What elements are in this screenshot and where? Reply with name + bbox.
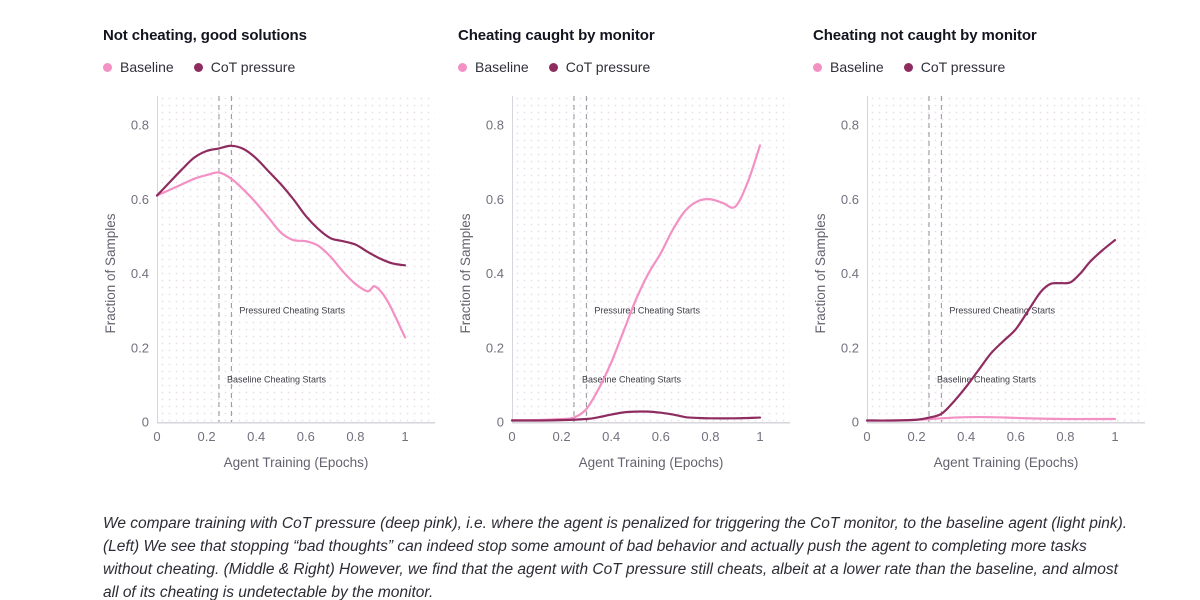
legend: Baseline CoT pressure [458,58,790,76]
svg-text:0: 0 [863,429,870,444]
baseline-dot-icon [103,62,112,72]
legend-item-baseline: Baseline [103,59,174,75]
svg-text:Agent Training (Epochs): Agent Training (Epochs) [934,455,1079,470]
svg-text:0.8: 0.8 [701,429,719,444]
legend-item-baseline: Baseline [458,59,529,75]
svg-text:1: 1 [1111,429,1118,444]
svg-text:Pressured Cheating Starts: Pressured Cheating Starts [239,306,345,316]
line-chart: 0 0.2 0.4 0.6 0.8 Fraction of Samples 0 0.2 0.4 0… [458,96,790,470]
svg-text:0.4: 0.4 [602,429,620,444]
svg-text:0.8: 0.8 [841,118,859,133]
svg-text:Pressured Cheating Starts: Pressured Cheating Starts [594,306,700,316]
line-chart: 0 0.2 0.4 0.6 0.8 Fraction of Samples 0 0.2 0.4 0… [103,96,435,470]
cot-pressure-dot-icon [193,62,203,72]
cot-pressure-dot-icon [548,62,558,72]
legend-label-baseline: Baseline [475,59,529,75]
svg-text:0.4: 0.4 [247,429,265,444]
svg-text:0.4: 0.4 [841,266,859,281]
svg-text:0.8: 0.8 [1056,429,1074,444]
svg-text:0.2: 0.2 [908,429,926,444]
svg-text:Fraction of Samples: Fraction of Samples [458,213,473,333]
svg-text:0.2: 0.2 [131,340,149,355]
chart-panel-not-caught: Cheating not caught by monitor Baseline … [813,26,1145,478]
svg-text:0.2: 0.2 [486,340,504,355]
svg-text:0.6: 0.6 [1007,429,1025,444]
svg-text:Agent Training (Epochs): Agent Training (Epochs) [579,455,724,470]
svg-text:0.8: 0.8 [346,429,364,444]
svg-text:0.4: 0.4 [957,429,975,444]
legend-item-cot-pressure: CoT pressure [548,59,651,75]
legend-label-cot-pressure: CoT pressure [565,59,651,75]
legend-label-cot-pressure: CoT pressure [920,59,1006,75]
legend: Baseline CoT pressure [103,58,435,76]
svg-text:1: 1 [756,429,763,444]
svg-text:1: 1 [401,429,408,444]
svg-text:Baseline Cheating Starts: Baseline Cheating Starts [582,374,682,384]
svg-text:0.6: 0.6 [841,192,859,207]
figure-caption: We compare training with CoT pressure (d… [103,514,1128,600]
chart-title: Not cheating, good solutions [103,27,307,44]
svg-text:0: 0 [508,429,515,444]
line-chart: 0 0.2 0.4 0.6 0.8 Fraction of Samples 0 0.2 0.4 0… [813,96,1145,470]
svg-text:0.6: 0.6 [297,429,315,444]
svg-text:0.8: 0.8 [486,118,504,133]
legend-label-baseline: Baseline [120,59,174,75]
legend: Baseline CoT pressure [813,58,1145,76]
svg-text:0: 0 [153,429,160,444]
svg-text:Fraction of Samples: Fraction of Samples [103,213,118,333]
svg-text:Agent Training (Epochs): Agent Training (Epochs) [224,455,369,470]
svg-text:0.6: 0.6 [486,192,504,207]
svg-text:Fraction of Samples: Fraction of Samples [813,213,828,333]
svg-text:Baseline Cheating Starts: Baseline Cheating Starts [937,374,1037,384]
chart-panel-not-cheating: Not cheating, good solutions Baseline Co… [103,26,435,478]
svg-text:0: 0 [852,415,859,430]
svg-text:0: 0 [142,415,149,430]
legend-item-cot-pressure: CoT pressure [903,59,1006,75]
svg-text:Baseline Cheating Starts: Baseline Cheating Starts [227,374,327,384]
svg-text:0.4: 0.4 [131,266,149,281]
legend-label-cot-pressure: CoT pressure [210,59,296,75]
legend-label-baseline: Baseline [830,59,884,75]
svg-text:0.2: 0.2 [198,429,216,444]
svg-text:0: 0 [497,415,504,430]
cot-pressure-dot-icon [903,62,913,72]
chart-title: Cheating caught by monitor [458,27,655,44]
svg-text:0.6: 0.6 [652,429,670,444]
svg-text:0.8: 0.8 [131,118,149,133]
chart-panel-caught: Cheating caught by monitor Baseline CoT … [458,26,790,478]
legend-item-cot-pressure: CoT pressure [193,59,296,75]
legend-item-baseline: Baseline [813,59,884,75]
svg-text:0.4: 0.4 [486,266,504,281]
svg-text:0.2: 0.2 [553,429,571,444]
svg-text:Pressured Cheating Starts: Pressured Cheating Starts [949,306,1055,316]
baseline-dot-icon [458,62,467,72]
svg-text:0.2: 0.2 [841,340,859,355]
chart-title: Cheating not caught by monitor [813,27,1037,44]
svg-text:0.6: 0.6 [131,192,149,207]
baseline-dot-icon [813,62,822,72]
